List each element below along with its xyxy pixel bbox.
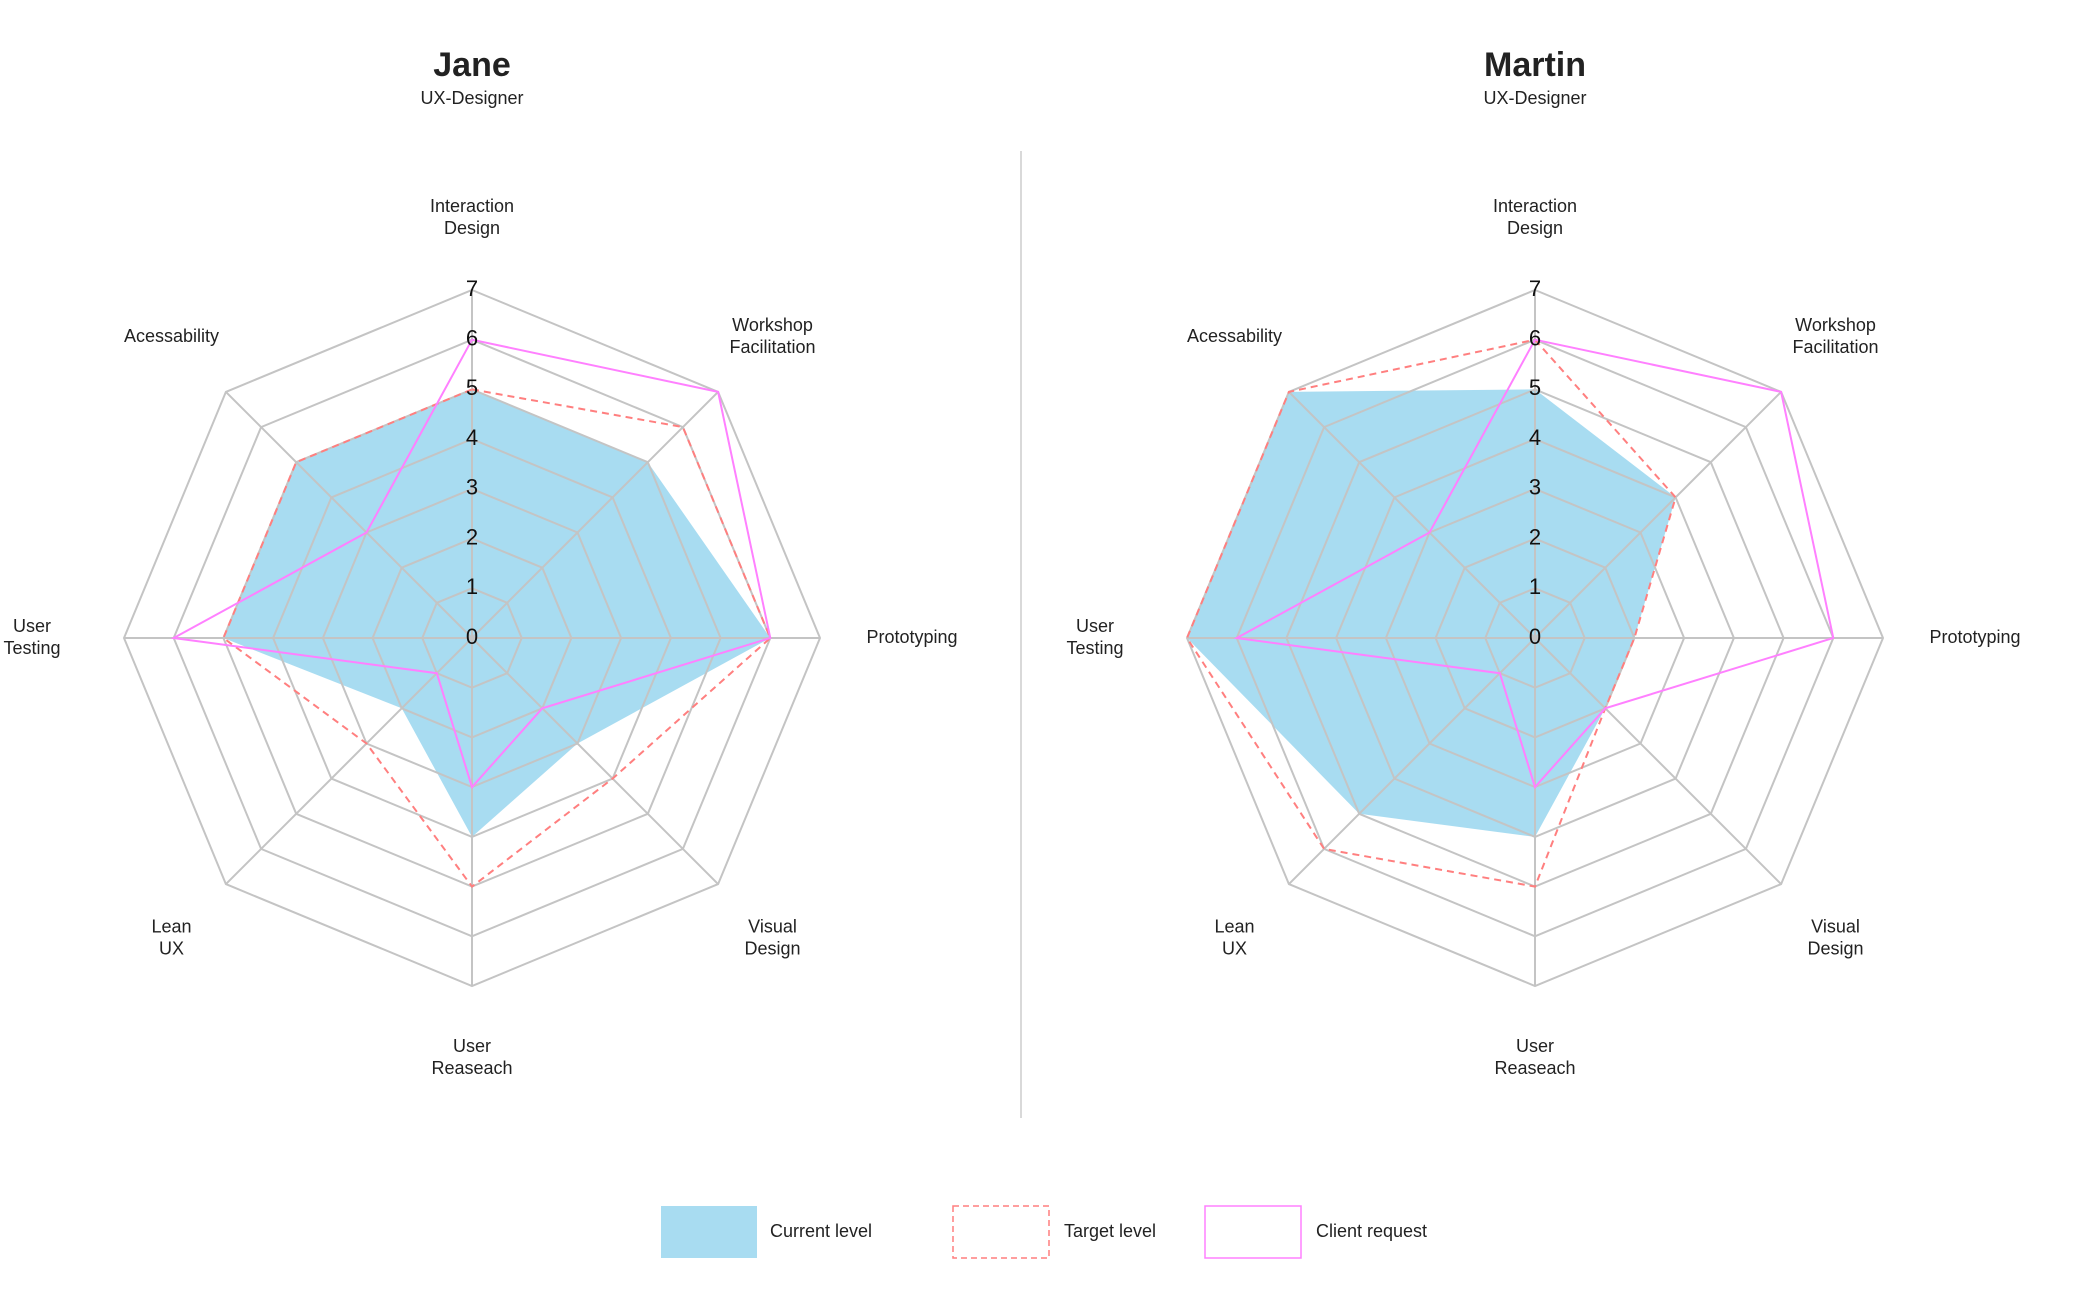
chart-title: Martin — [1484, 46, 1586, 84]
axis-label: User — [1076, 616, 1114, 636]
axis-label: Lean — [1214, 916, 1254, 936]
axis-label: Design — [444, 218, 500, 238]
legend-label: Client request — [1316, 1221, 1427, 1241]
tick-label: 7 — [466, 276, 478, 301]
tick-label: 6 — [1529, 326, 1541, 351]
legend-label: Target level — [1064, 1221, 1156, 1241]
series-client-request-line — [1233, 338, 1835, 790]
axis-label: User — [453, 1036, 491, 1056]
axis-label: Workshop — [732, 315, 813, 335]
tick-label: 4 — [1529, 425, 1541, 450]
tick-label: 2 — [1529, 524, 1541, 549]
axis-label: User — [13, 616, 51, 636]
series-target-level-line — [222, 388, 772, 889]
axis-label: Workshop — [1795, 315, 1876, 335]
axis-label: Design — [1507, 218, 1563, 238]
tick-label: 0 — [466, 624, 478, 649]
chart-subtitle: UX-Designer — [420, 88, 523, 108]
axis-label: Interaction — [1493, 196, 1577, 216]
grid-spoke — [225, 391, 473, 639]
grid-spoke — [471, 391, 719, 639]
grid-spoke — [1534, 637, 1782, 885]
axis-label: Testing — [3, 638, 60, 658]
axis-label: Acessability — [1187, 326, 1282, 346]
radar-chart-jane: JaneUX-Designer01234567InteractionDesign… — [3, 46, 957, 1078]
legend-swatch — [952, 1205, 1050, 1259]
tick-label: 7 — [1529, 276, 1541, 301]
axis-label: Acessability — [124, 326, 219, 346]
tick-label: 2 — [466, 524, 478, 549]
series-current-level-area — [1187, 389, 1676, 837]
grid-spoke — [1288, 391, 1536, 639]
grid-spoke — [471, 637, 719, 885]
legend-swatch — [661, 1206, 757, 1258]
legend: Current level Target level Client request — [661, 1205, 1427, 1259]
tick-label: 1 — [466, 574, 478, 599]
tick-label: 3 — [466, 475, 478, 500]
axis-label: User — [1516, 1036, 1554, 1056]
tick-label: 5 — [466, 375, 478, 400]
chart-subtitle: UX-Designer — [1483, 88, 1586, 108]
axis-label: Design — [745, 938, 801, 958]
axis-label: Prototyping — [866, 627, 957, 647]
tick-label: 0 — [1529, 624, 1541, 649]
tick-label: 6 — [466, 326, 478, 351]
legend-swatch — [1204, 1205, 1302, 1259]
axis-label: Prototyping — [1929, 627, 2020, 647]
legend-label: Current level — [770, 1221, 872, 1241]
axis-label: Reaseach — [1494, 1058, 1575, 1078]
axis-label: Testing — [1066, 638, 1123, 658]
chart-title: Jane — [433, 46, 511, 84]
series-client-request-line — [170, 338, 772, 790]
axis-label: UX — [159, 938, 184, 958]
grid-spoke — [1288, 637, 1536, 885]
axis-label: Facilitation — [729, 337, 815, 357]
axis-label: Visual — [748, 916, 797, 936]
radar-chart-martin: MartinUX-Designer01234567InteractionDesi… — [1066, 46, 2020, 1078]
tick-label: 5 — [1529, 375, 1541, 400]
axis-label: Facilitation — [1792, 337, 1878, 357]
axis-label: Design — [1808, 938, 1864, 958]
axis-label: Interaction — [430, 196, 514, 216]
series-target-level-line — [1185, 338, 1677, 888]
tick-label: 3 — [1529, 475, 1541, 500]
tick-label: 1 — [1529, 574, 1541, 599]
axis-label: Lean — [151, 916, 191, 936]
axis-label: UX — [1222, 938, 1247, 958]
axis-label: Visual — [1811, 916, 1860, 936]
grid-spoke — [1534, 391, 1782, 639]
tick-label: 4 — [466, 425, 478, 450]
grid-spoke — [225, 637, 473, 885]
axis-label: Reaseach — [431, 1058, 512, 1078]
